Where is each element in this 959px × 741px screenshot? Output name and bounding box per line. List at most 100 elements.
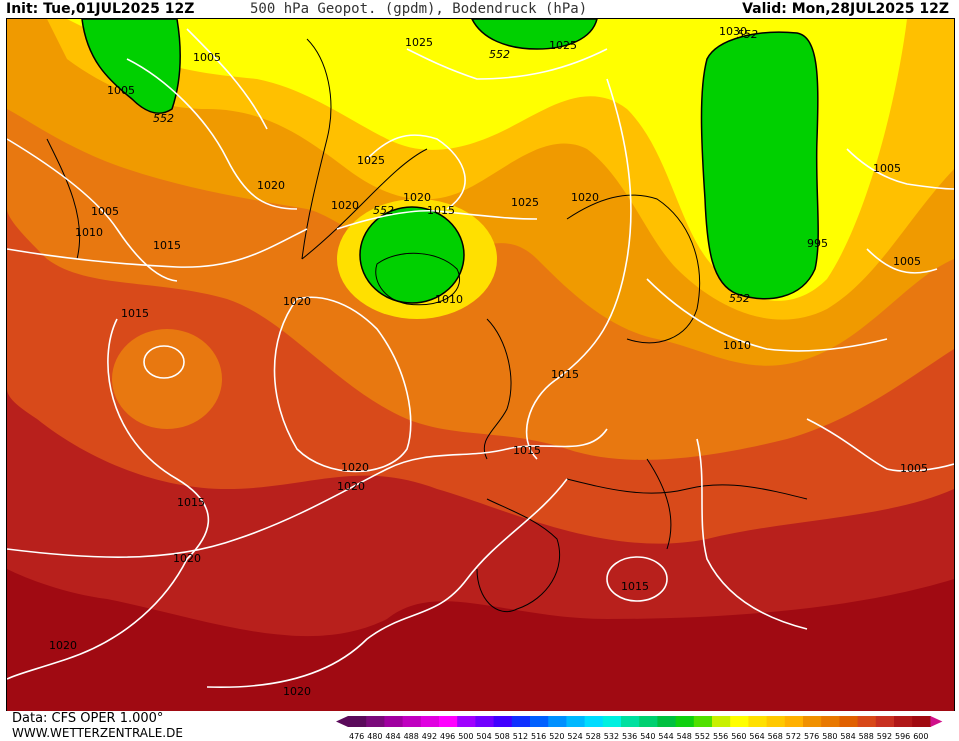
coast-italy bbox=[646, 458, 672, 550]
map-title: 500 hPa Geopot. (gpdm), Bodendruck (hPa) bbox=[250, 1, 588, 17]
legend-tick-label: 584 bbox=[840, 732, 855, 741]
legend-swatch bbox=[730, 716, 749, 727]
isobar-1015-africa bbox=[606, 556, 668, 602]
legend-tick-label: 520 bbox=[549, 732, 564, 741]
legend-tick-label: 500 bbox=[458, 732, 473, 741]
isobar-label: 1020 bbox=[341, 461, 369, 474]
isobar-1025-north bbox=[406, 48, 608, 80]
legend-swatch bbox=[493, 716, 513, 727]
map-header: Init: Tue,01JUL2025 12Z 500 hPa Geopot. … bbox=[0, 0, 959, 18]
legend-swatch bbox=[748, 716, 768, 727]
geopotential-label: 552 bbox=[373, 204, 394, 217]
coast-mediterranean bbox=[566, 478, 808, 500]
isobar-label: 1020 bbox=[403, 191, 431, 204]
legend-tick-label: 544 bbox=[658, 732, 673, 741]
legend-tick-label: 512 bbox=[513, 732, 528, 741]
coast-iceland bbox=[375, 252, 460, 306]
isobar-1005-west bbox=[7, 138, 178, 282]
legend-tick-label: 476 bbox=[349, 732, 364, 741]
legend-swatch bbox=[875, 716, 895, 727]
isobar-label: 995 bbox=[807, 237, 828, 250]
isobar-label: 1020 bbox=[283, 295, 311, 308]
isobar-label: 1020 bbox=[257, 179, 285, 192]
coast-greenland-east bbox=[301, 148, 428, 260]
isobar-label: 1025 bbox=[405, 36, 433, 49]
legend-swatch bbox=[784, 716, 804, 727]
legend-tick-label: 572 bbox=[786, 732, 801, 741]
isobar-1020-atlantic bbox=[273, 296, 412, 473]
isobar-label: 1020 bbox=[331, 199, 359, 212]
low-scandinavia-east bbox=[700, 31, 819, 300]
coast-scandinavia bbox=[566, 194, 701, 344]
legend-tick-label: 488 bbox=[404, 732, 419, 741]
legend-tick-label: 536 bbox=[622, 732, 637, 741]
isobar-label: 1015 bbox=[121, 307, 149, 320]
data-source-label: Data: CFS OPER 1.000° bbox=[12, 711, 164, 726]
legend-swatch bbox=[420, 716, 440, 727]
legend-tick-label: 560 bbox=[731, 732, 746, 741]
legend-tick-label: 580 bbox=[822, 732, 837, 741]
legend-tick-label: 492 bbox=[422, 732, 437, 741]
isobar-label-group: 1005 1005 1005 1005 1005 1005 1010 1010 … bbox=[49, 25, 928, 698]
legend-swatch bbox=[511, 716, 531, 727]
legend-swatch bbox=[621, 716, 640, 727]
legend-swatch bbox=[766, 716, 786, 727]
legend-tick-label: 568 bbox=[768, 732, 783, 741]
legend-swatch bbox=[602, 716, 622, 727]
isobar-label: 1005 bbox=[91, 205, 119, 218]
legend-swatch bbox=[384, 716, 404, 727]
legend-tick-label: 532 bbox=[604, 732, 619, 741]
field-yellow bbox=[67, 19, 907, 301]
legend-tick-label: 504 bbox=[476, 732, 491, 741]
isobar-label: 1010 bbox=[75, 226, 103, 239]
isobar-label: 1020 bbox=[571, 191, 599, 204]
legend-swatch bbox=[657, 716, 677, 727]
legend-tick-label: 484 bbox=[385, 732, 400, 741]
valid-time-label: Valid: Mon,28JUL2025 12Z bbox=[742, 1, 949, 17]
isobar-label: 1030 bbox=[719, 25, 747, 38]
legend-swatch bbox=[803, 716, 822, 727]
coast-iberia bbox=[476, 498, 561, 612]
low-greenland-west bbox=[81, 19, 182, 114]
legend-swatch bbox=[457, 716, 476, 727]
legend-arrow-left bbox=[336, 716, 348, 727]
low-iceland bbox=[359, 206, 465, 304]
weather-map: 1005 1005 1005 1005 1005 1005 1010 1010 … bbox=[6, 18, 955, 712]
field-orange-blob bbox=[112, 329, 222, 429]
legend-arrow-right bbox=[930, 716, 943, 727]
isobar-label: 1015 bbox=[513, 444, 541, 457]
isobar-label: 1020 bbox=[283, 685, 311, 698]
isobar-label: 1010 bbox=[723, 339, 751, 352]
isobar-1020-small bbox=[143, 345, 185, 379]
isobar-1010-east bbox=[646, 278, 888, 352]
isobar-1005-north bbox=[186, 28, 268, 130]
isobar-label: 1010 bbox=[435, 293, 463, 306]
legend-tick-label: 556 bbox=[713, 732, 728, 741]
legend-tick-label: 548 bbox=[677, 732, 692, 741]
legend-tick-label: 540 bbox=[640, 732, 655, 741]
init-time-label: Init: Tue,01JUL2025 12Z bbox=[6, 1, 195, 17]
isobar-label: 1015 bbox=[177, 496, 205, 509]
isobars bbox=[7, 28, 954, 689]
isobar-1020-bottom bbox=[206, 478, 568, 689]
legend-swatch bbox=[839, 716, 859, 727]
legend-tick-label: 480 bbox=[367, 732, 382, 741]
low-north bbox=[471, 19, 598, 50]
map-canvas: 1005 1005 1005 1005 1005 1005 1010 1010 … bbox=[7, 19, 954, 711]
isobar-label: 1005 bbox=[873, 162, 901, 175]
isobar-1015-east bbox=[696, 438, 808, 630]
legend-swatch bbox=[912, 716, 931, 727]
legend-swatch bbox=[821, 716, 840, 727]
map-footer: Data: CFS OPER 1.000° WWW.WETTERZENTRALE… bbox=[0, 711, 959, 741]
legend-swatch bbox=[348, 716, 367, 727]
legend-tick-label: 508 bbox=[495, 732, 510, 741]
legend-swatch bbox=[530, 716, 549, 727]
legend-tick-label: 588 bbox=[859, 732, 874, 741]
geopotential-label: 552 bbox=[729, 292, 750, 305]
legend-tick-label: 576 bbox=[804, 732, 819, 741]
isobar-1025-iceland bbox=[336, 209, 538, 230]
legend-swatch bbox=[366, 716, 385, 727]
geopotential-label: 552 bbox=[489, 48, 510, 61]
isobar-1030 bbox=[366, 134, 466, 210]
geopotential-label-group: 552 552 552 552 552 bbox=[153, 28, 758, 305]
